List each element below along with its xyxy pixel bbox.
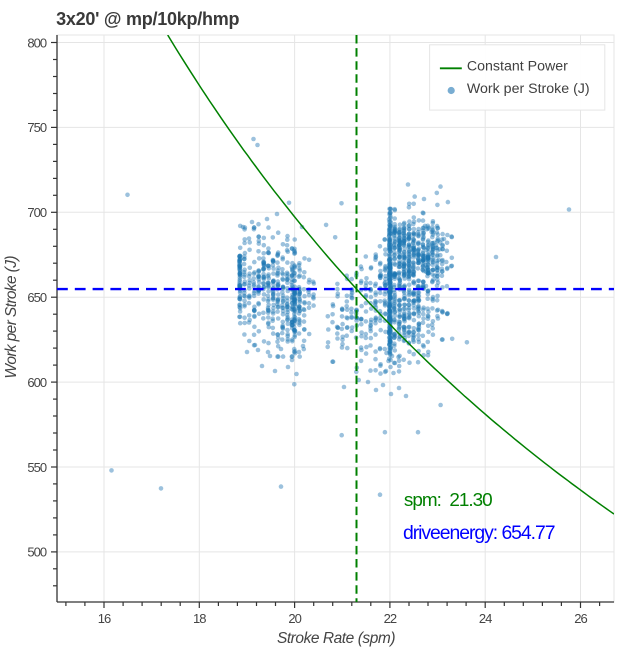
svg-text:16: 16 <box>98 611 111 626</box>
svg-text:500: 500 <box>27 545 47 560</box>
svg-text:18: 18 <box>193 611 206 626</box>
svg-text:24: 24 <box>479 611 492 626</box>
svg-text:Work per Stroke (J): Work per Stroke (J) <box>467 81 590 97</box>
svg-text:700: 700 <box>27 205 47 220</box>
svg-text:Stroke Rate (spm): Stroke Rate (spm) <box>277 630 395 647</box>
svg-text:650: 650 <box>27 290 47 305</box>
svg-text:550: 550 <box>27 460 47 475</box>
svg-text:26: 26 <box>574 611 587 626</box>
svg-text:600: 600 <box>27 375 47 390</box>
svg-text:driveenergy: 654.77: driveenergy: 654.77 <box>403 522 555 544</box>
svg-text:22: 22 <box>384 611 397 626</box>
svg-text:spm: 21.30: spm: 21.30 <box>404 490 492 511</box>
svg-text:800: 800 <box>27 35 47 50</box>
svg-text:Work per Stroke (J): Work per Stroke (J) <box>3 256 20 379</box>
svg-text:3x20' @ mp/10kp/hmp: 3x20' @ mp/10kp/hmp <box>56 9 239 29</box>
svg-text:20: 20 <box>288 611 301 626</box>
svg-text:Constant Power: Constant Power <box>467 59 568 75</box>
svg-text:750: 750 <box>27 120 47 135</box>
